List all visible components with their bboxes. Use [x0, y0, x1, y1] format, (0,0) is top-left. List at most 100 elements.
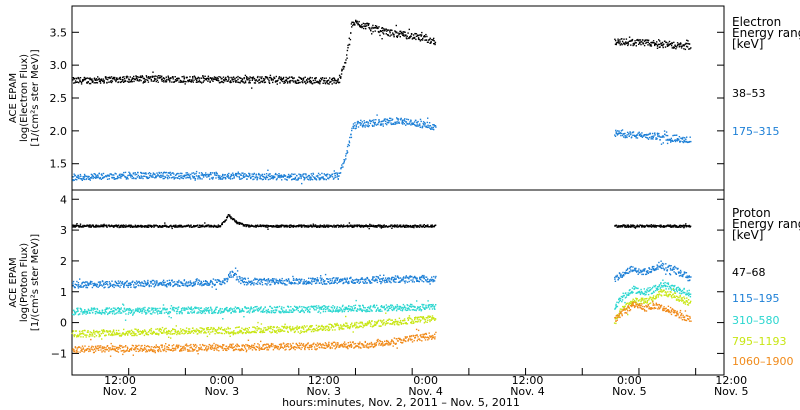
- data-point: [136, 309, 138, 311]
- data-point: [208, 312, 210, 314]
- data-point: [192, 76, 194, 78]
- data-point: [346, 278, 348, 280]
- data-point: [76, 311, 78, 313]
- data-point: [320, 275, 322, 277]
- data-point: [413, 226, 415, 228]
- data-point: [266, 312, 268, 314]
- data-point: [209, 283, 211, 285]
- data-point: [147, 224, 149, 226]
- data-point: [82, 226, 85, 228]
- data-point: [631, 287, 634, 289]
- data-point: [162, 309, 164, 311]
- data-point: [183, 77, 185, 79]
- data-point: [103, 79, 105, 82]
- data-point: [413, 309, 416, 311]
- data-point: [416, 122, 418, 124]
- data-point: [221, 77, 223, 80]
- data-point: [136, 176, 138, 178]
- data-point: [671, 269, 674, 271]
- data-point: [228, 310, 230, 312]
- data-point: [399, 224, 401, 226]
- data-point: [368, 280, 371, 282]
- data-point: [345, 280, 348, 283]
- data-point: [331, 280, 333, 282]
- data-point: [369, 307, 371, 309]
- data-point: [173, 80, 176, 83]
- data-point: [648, 133, 650, 135]
- data-point: [434, 277, 437, 279]
- data-point: [144, 306, 146, 309]
- data-point: [208, 311, 210, 313]
- data-point: [627, 292, 629, 294]
- data-point: [241, 309, 244, 311]
- data-point: [273, 278, 275, 280]
- data-point: [399, 36, 401, 38]
- data-point: [251, 311, 254, 313]
- data-point: [280, 176, 283, 178]
- data-point: [163, 177, 165, 180]
- data-point: [196, 79, 198, 82]
- data-point: [241, 79, 244, 81]
- data-point: [636, 225, 639, 228]
- data-point: [166, 176, 169, 178]
- data-point: [118, 309, 120, 311]
- data-point: [192, 311, 194, 313]
- data-point: [188, 173, 190, 175]
- data-point: [688, 43, 691, 45]
- data-point: [366, 225, 369, 227]
- data-point: [245, 174, 247, 176]
- data-point: [82, 79, 84, 81]
- data-point: [428, 308, 431, 310]
- data-point: [221, 308, 223, 310]
- data-point: [237, 279, 240, 281]
- data-point: [179, 311, 182, 313]
- data-point: [275, 179, 278, 181]
- data-point: [126, 309, 128, 311]
- data-point: [113, 310, 115, 312]
- data-point: [109, 76, 111, 79]
- data-point: [104, 309, 106, 311]
- data-point: [210, 177, 213, 179]
- data-point: [649, 268, 651, 270]
- data-point: [660, 260, 662, 262]
- data-point: [670, 140, 672, 142]
- data-point: [218, 76, 220, 78]
- data-point: [252, 307, 255, 309]
- data-point: [74, 286, 76, 289]
- data-point: [267, 78, 269, 80]
- data-point: [246, 78, 248, 81]
- data-point: [164, 222, 166, 224]
- data-point: [132, 309, 134, 311]
- data-point: [96, 79, 98, 81]
- data-point: [643, 40, 646, 42]
- data-point: [167, 76, 170, 79]
- data-point: [117, 282, 119, 285]
- data-point: [128, 81, 130, 83]
- data-point: [274, 282, 276, 284]
- data-point: [95, 81, 98, 84]
- data-point: [136, 76, 139, 78]
- data-point: [411, 281, 414, 283]
- data-point: [341, 70, 343, 72]
- data-point: [376, 279, 378, 281]
- data-point: [318, 310, 320, 312]
- data-point: [165, 283, 168, 286]
- data-point: [265, 283, 267, 285]
- data-point: [147, 177, 149, 179]
- data-point: [619, 41, 621, 43]
- data-point: [123, 308, 126, 310]
- data-point: [376, 225, 378, 227]
- data-point: [424, 276, 426, 278]
- data-point: [142, 307, 145, 309]
- data-point: [274, 176, 276, 178]
- data-point: [78, 176, 80, 178]
- data-point: [360, 25, 362, 28]
- data-point: [232, 76, 235, 78]
- data-point: [346, 308, 348, 310]
- data-point: [201, 173, 204, 175]
- data-point: [388, 121, 390, 124]
- data-point: [142, 77, 145, 80]
- data-point: [329, 77, 331, 79]
- data-point: [248, 280, 250, 282]
- data-point: [194, 225, 196, 228]
